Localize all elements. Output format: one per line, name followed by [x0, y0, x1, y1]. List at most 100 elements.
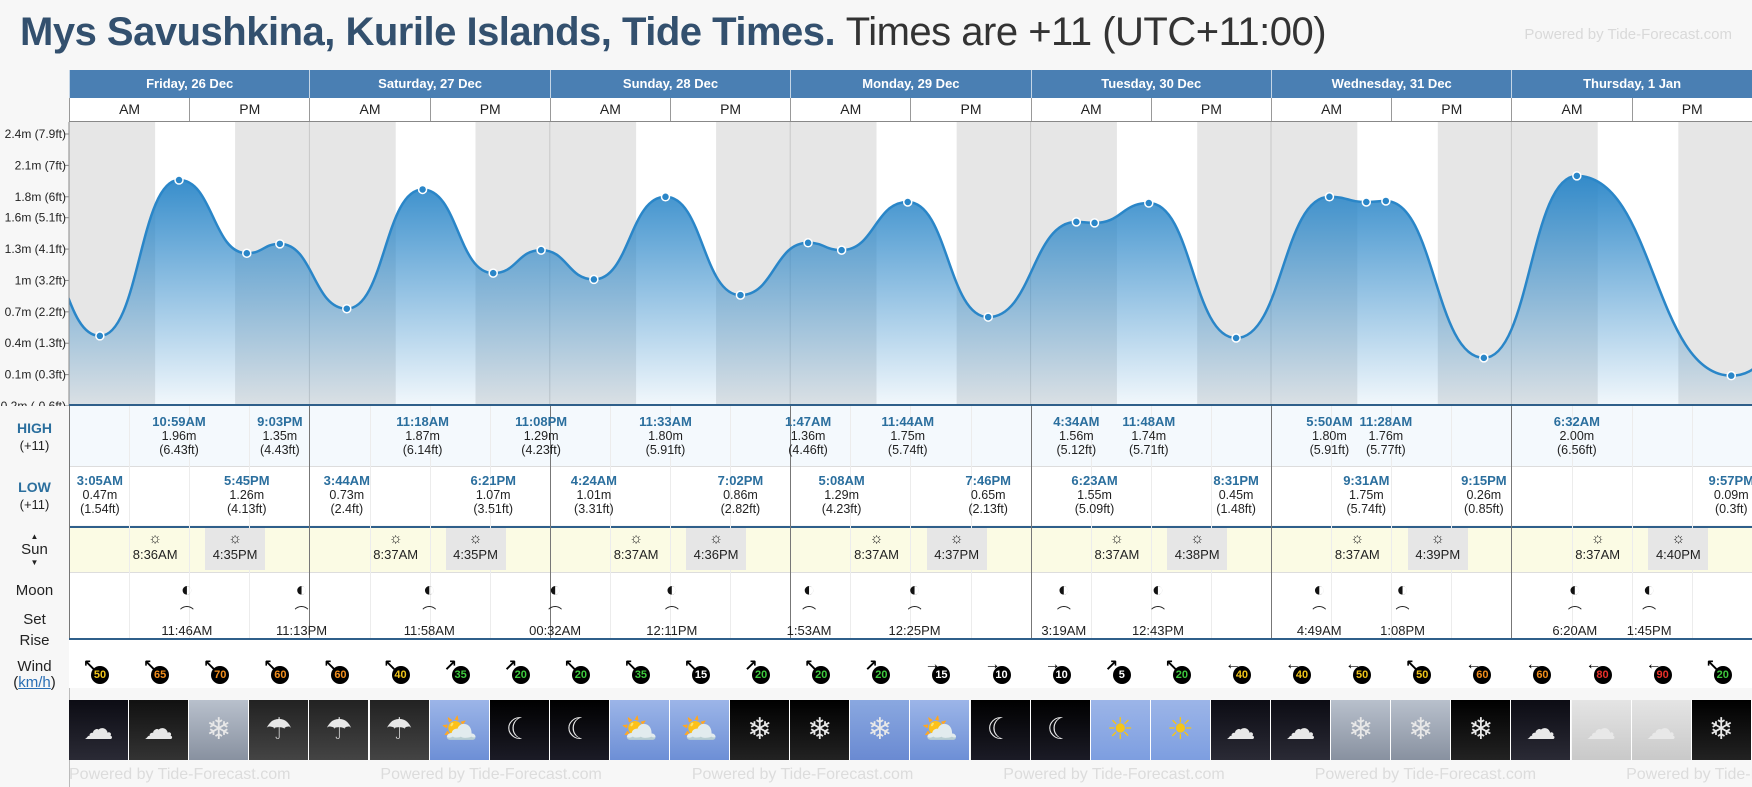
sunset-cell: ☼ 4:37PM — [926, 528, 987, 570]
powered-by-bottom-text[interactable]: Powered by Tide-Forecast.com — [1314, 766, 1537, 783]
wind-direction-icon: ↗ — [503, 658, 518, 675]
tide-time: 6:21PM — [470, 473, 516, 488]
high-tide-cell: 11:33AM 1.80m (5.91ft) — [627, 415, 703, 458]
tide-height-ft: (3.31ft) — [574, 502, 614, 516]
pm-label: PM — [429, 98, 550, 121]
sunset-icon: ☼ — [1190, 530, 1205, 547]
moon-event-cell: ◐ ⌒ 4:49AM — [1287, 580, 1351, 638]
tide-height-m: 0.45m — [1218, 488, 1254, 502]
wind-direction-icon: ↖ — [623, 658, 638, 675]
low-tide-cell: 7:46PM 0.65m (2.13ft) — [950, 473, 1026, 517]
powered-by-bottom-text[interactable]: Powered by Tide-Forecast.com — [1003, 766, 1225, 783]
tide-height-ft: (5.71ft) — [1128, 443, 1169, 457]
sunrise-icon: ☼ — [1350, 530, 1365, 547]
slot-divider — [489, 406, 491, 638]
cloudy-night-icon: ☁ — [1210, 700, 1271, 760]
wind-unit-link[interactable]: (km/h) — [13, 674, 56, 691]
tide-point — [1089, 218, 1100, 228]
moon-event-icon: ⌒ — [802, 605, 817, 621]
tide-height-m: 1.76m — [1368, 429, 1404, 443]
moon-event-cell: ◐ ⌒ 00:32AM — [523, 580, 587, 638]
slot-divider — [910, 406, 912, 638]
tide-time: 11:28AM — [1359, 414, 1413, 429]
tide-height-ft: (4.23ft) — [521, 443, 561, 457]
moon-event-icon: ⌒ — [664, 605, 679, 621]
wind-direction-icon: ← — [1645, 656, 1662, 673]
low-tide-cell: 5:08AM 1.29m (4.23ft) — [804, 473, 880, 517]
am-label: AM — [1511, 98, 1631, 121]
page-title: Mys Savushkina, Kurile Islands, Tide Tim… — [20, 10, 1327, 54]
y-tick-label: 1.8m (6ft) — [15, 190, 66, 204]
wind-direction-icon: ↖ — [323, 658, 337, 675]
high-tide-cell: 11:44AM 1.75m (5.74ft) — [870, 415, 946, 458]
cloudy-moon-icon: ☾ — [549, 700, 610, 760]
tide-time: 4:24AM — [570, 473, 617, 488]
tide-height-m: 1.56m — [1058, 429, 1094, 443]
tide-point — [1726, 370, 1737, 381]
tide-point — [95, 331, 105, 341]
sunset-time: 4:36PM — [693, 547, 739, 562]
tide-point — [417, 184, 428, 195]
sunny-icon: ☀ — [1090, 700, 1151, 760]
moon-event-time: 12:43PM — [1131, 623, 1184, 638]
tide-height-ft: (0.85ft) — [1464, 502, 1504, 516]
powered-by-top[interactable]: Powered by Tide-Forecast.com — [1524, 26, 1732, 43]
tide-height-ft: (6.56ft) — [1557, 443, 1597, 457]
moon-event-time: 11:13PM — [276, 623, 328, 638]
tide-height-m: 0.26m — [1466, 488, 1502, 502]
tide-height-m: 1.36m — [790, 429, 826, 443]
wind-speed-badge: 40 — [391, 666, 410, 684]
snow-night-icon: ❄ — [730, 700, 791, 760]
tide-time: 7:46PM — [965, 473, 1011, 488]
tide-time: 5:08AM — [818, 473, 865, 488]
tide-height-ft: (5.77ft) — [1366, 443, 1406, 457]
rain-icon: ☂ — [369, 700, 430, 760]
moon-event-time: 6:20AM — [1552, 623, 1598, 638]
tide-point — [660, 192, 671, 202]
tide-height-m: 0.65m — [970, 488, 1006, 502]
tide-point — [735, 290, 746, 300]
am-label: AM — [1030, 98, 1151, 121]
tide-height-ft: (2.4ft) — [330, 502, 364, 516]
sunset-cell: ☼ 4:35PM — [205, 528, 266, 570]
wind-speed-badge: 15 — [692, 666, 711, 684]
wind-direction-icon: ← — [1525, 656, 1542, 673]
y-tick-label: 2.4m (7.9ft) — [5, 127, 66, 141]
powered-by-bottom-text[interactable]: Powered by Tide-Forecast.com — [69, 766, 291, 783]
sunrise-cell: ☼ 8:37AM — [1327, 530, 1387, 562]
moon-event-time: 1:45PM — [1626, 623, 1672, 638]
wind-speed-badge: 60 — [331, 666, 350, 684]
moon-row-label: Moon — [15, 582, 54, 599]
powered-by-bottom-text[interactable]: Powered by Tide-Forecast.com — [691, 766, 914, 783]
snow-day-icon: ❄ — [850, 700, 911, 760]
pm-label: PM — [1150, 98, 1271, 121]
cloudy-icon: ☁ — [129, 700, 190, 760]
tide-height-m: 1.26m — [229, 488, 265, 502]
moon-event-cell: ◐ ⌒ 12:43PM — [1126, 580, 1190, 638]
powered-by-bottom: Powered by Tide-Forecast.com Powered by T… — [69, 762, 1752, 787]
sunrise-icon: ☼ — [869, 530, 884, 547]
snow-icon: ❄ — [1331, 700, 1392, 760]
wind-direction-icon: ← — [1285, 656, 1302, 673]
moon-event-icon: ⌒ — [1312, 605, 1327, 621]
slot-divider — [309, 406, 311, 638]
tide-point — [174, 175, 184, 185]
slot-divider — [1030, 406, 1032, 638]
sunrise-cell: ☼ 8:37AM — [847, 530, 907, 562]
wind-direction-icon: → — [924, 656, 941, 673]
moon-event-icon: ⌒ — [179, 605, 194, 621]
tide-point — [902, 197, 913, 207]
wind-speed-badge: 20 — [571, 666, 590, 684]
powered-by-bottom-text[interactable]: Powered by Tide-Forecast.com — [380, 766, 602, 783]
tide-height-ft: (4.13ft) — [226, 502, 267, 516]
moon-event-time: 4:49AM — [1296, 623, 1342, 638]
powered-by-bottom-text[interactable]: Powered by Tide-Forecast.com — [1626, 766, 1752, 783]
sunrise-time: 8:37AM — [1094, 547, 1140, 562]
slot-divider — [790, 406, 792, 638]
cloudy-night-icon: ☁ — [1511, 700, 1572, 760]
pm-label: PM — [1631, 98, 1752, 121]
tide-time: 11:48AM — [1122, 414, 1176, 429]
wind-speed-badge: 20 — [1713, 666, 1732, 684]
sunset-cell: ☼ 4:38PM — [1167, 528, 1228, 570]
partly-sunny-icon: ⛅ — [910, 700, 971, 760]
